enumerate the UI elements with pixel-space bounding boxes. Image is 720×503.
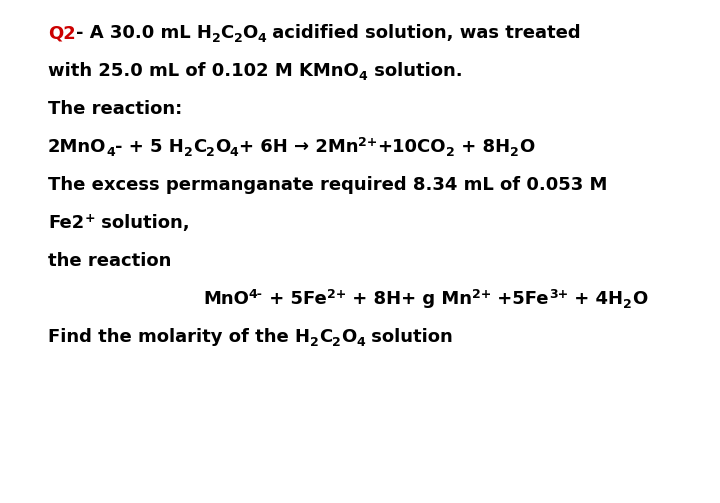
Text: 2: 2 — [233, 32, 243, 45]
Text: Q2: Q2 — [48, 24, 76, 42]
Text: 4: 4 — [258, 32, 266, 45]
Text: + 6H → 2Mn: + 6H → 2Mn — [238, 138, 358, 156]
Text: 4-: 4- — [249, 288, 263, 301]
Text: solution.: solution. — [367, 62, 462, 80]
Text: + 5Fe: + 5Fe — [263, 290, 326, 308]
Text: +: + — [84, 212, 95, 225]
Text: - + 5 H: - + 5 H — [115, 138, 184, 156]
Text: 3+: 3+ — [549, 288, 568, 301]
Text: +10CO: +10CO — [377, 138, 446, 156]
Text: 4: 4 — [230, 146, 238, 159]
Text: 2+: 2+ — [472, 288, 491, 301]
Text: Fe2: Fe2 — [48, 214, 84, 232]
Text: O: O — [215, 138, 230, 156]
Text: O: O — [631, 290, 647, 308]
Text: + 4H: + 4H — [568, 290, 623, 308]
Text: 2: 2 — [623, 298, 631, 311]
Text: acidified solution, was treated: acidified solution, was treated — [266, 24, 581, 42]
Text: 4: 4 — [359, 70, 367, 83]
Text: the reaction: the reaction — [48, 252, 171, 270]
Text: C: C — [193, 138, 206, 156]
Text: 2MnO: 2MnO — [48, 138, 107, 156]
Text: C: C — [220, 24, 233, 42]
Text: + 8H+ g Mn: + 8H+ g Mn — [346, 290, 472, 308]
Text: with 25.0 mL of 0.102 M KMnO: with 25.0 mL of 0.102 M KMnO — [48, 62, 359, 80]
Text: solution: solution — [365, 328, 452, 346]
Text: C: C — [319, 328, 332, 346]
Text: 2: 2 — [510, 146, 518, 159]
Text: 2: 2 — [184, 146, 193, 159]
Text: 2: 2 — [206, 146, 215, 159]
Text: O: O — [243, 24, 258, 42]
Text: 2: 2 — [446, 146, 455, 159]
Text: solution,: solution, — [95, 214, 189, 232]
Text: +5Fe: +5Fe — [491, 290, 549, 308]
Text: O: O — [518, 138, 534, 156]
Text: Find the molarity of the H: Find the molarity of the H — [48, 328, 310, 346]
Text: - A 30.0 mL H: - A 30.0 mL H — [76, 24, 212, 42]
Text: O: O — [341, 328, 356, 346]
Text: 2: 2 — [310, 336, 319, 349]
Text: 2+: 2+ — [358, 136, 377, 149]
Text: The excess permanganate required 8.34 mL of 0.053 M: The excess permanganate required 8.34 mL… — [48, 176, 608, 194]
Text: 2: 2 — [212, 32, 220, 45]
Text: 2+: 2+ — [326, 288, 346, 301]
Text: 2: 2 — [332, 336, 341, 349]
Text: The reaction:: The reaction: — [48, 100, 182, 118]
Text: 4: 4 — [107, 146, 115, 159]
Text: MnO: MnO — [203, 290, 249, 308]
Text: + 8H: + 8H — [455, 138, 510, 156]
Text: 4: 4 — [356, 336, 365, 349]
